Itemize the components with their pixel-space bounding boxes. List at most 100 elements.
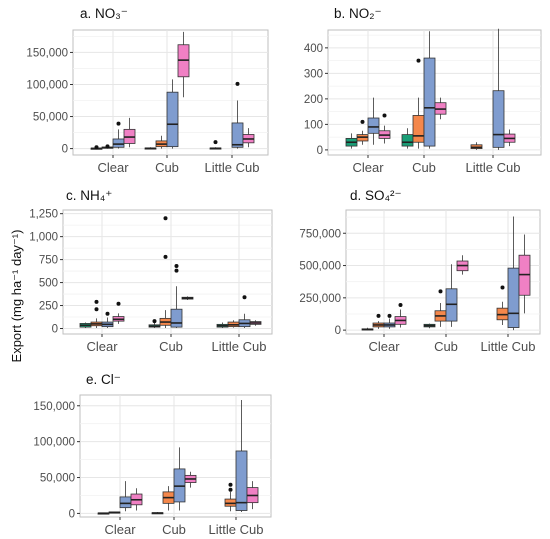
box-pink-cub (434, 97, 447, 120)
box-green-little-cub (209, 140, 222, 150)
y-tick-label: 200 (304, 94, 323, 106)
panel-c-ammonium: 0 250 500 750 1,000 1,250 Clear Cub Little Cub c.… (29, 188, 273, 354)
x-tick-label: Clear (104, 522, 136, 537)
y-tick-label: 100 (304, 119, 323, 131)
x-tick-label: Little Cub (205, 160, 260, 175)
x-tick-label: Cub (155, 160, 179, 175)
box-green-clear (97, 512, 110, 515)
box-green-clear (90, 145, 103, 150)
box-blue-cub (445, 264, 458, 327)
y-tick-label: 100,000 (26, 79, 68, 91)
x-tick-label: Little Cub (466, 160, 521, 175)
outlier-point (438, 289, 443, 294)
y-tick-label: 750 (39, 255, 58, 267)
box-body (166, 91, 179, 148)
plot-area (62, 209, 273, 335)
y-tick-label: 0 (335, 325, 341, 337)
box-blue-clear (367, 97, 380, 145)
box-green-cub (151, 511, 164, 515)
box-blue-little-cub (507, 216, 520, 331)
outlier-point (213, 140, 218, 145)
outlier-point (376, 313, 381, 318)
box-pink-clear (112, 301, 125, 324)
y-tick-label: 150,000 (33, 401, 75, 413)
box-pink-little-cub (242, 128, 255, 148)
y-tick-label: 400 (304, 43, 323, 55)
y-tick-label: 0 (69, 508, 75, 520)
box-orange-cub (159, 216, 172, 329)
box-body (507, 267, 520, 328)
panel-d-sulfate: 0 250,000 500,000 750,000 Clear Cub Little Cub… (299, 188, 541, 354)
box-blue-clear (112, 121, 125, 149)
box-pink-clear (394, 302, 407, 328)
box-body (170, 308, 183, 328)
box-green-clear (345, 133, 358, 149)
panel-title: c. NH₄⁺ (66, 188, 112, 203)
y-tick-label: 150,000 (26, 47, 68, 59)
y-tick-label: 250 (39, 301, 58, 313)
box-blue-clear (383, 313, 396, 329)
y-axis-label: Export (mg ha⁻¹ day⁻¹) (9, 230, 24, 363)
box-pink-little-cub (246, 481, 259, 510)
y-tick-label: 500,000 (299, 261, 341, 273)
box-pink-clear (123, 117, 136, 148)
outlier-point (360, 119, 365, 124)
outlier-point (116, 301, 121, 306)
box-body (492, 90, 505, 148)
outlier-point (398, 302, 403, 307)
outlier-point (152, 319, 157, 324)
panel-a-nitrate: 0 50,000 100,000 150,000 Clear Cub Little Cub a… (26, 6, 269, 175)
box-pink-little-cub (249, 320, 262, 326)
box-pink-clear (130, 488, 143, 511)
box-orange-clear (108, 511, 121, 514)
y-tick-label: 0 (62, 144, 68, 156)
outlier-point (382, 113, 387, 118)
box-green-clear (361, 327, 374, 331)
x-tick-label: Clear (352, 160, 384, 175)
box-blue-clear (119, 481, 132, 512)
box-body (231, 122, 244, 148)
outlier-point (387, 313, 392, 318)
y-tick-label: 300 (304, 68, 323, 80)
y-tick-label: 50,000 (40, 473, 75, 485)
box-blue-cub (170, 264, 183, 329)
x-tick-label: Clear (97, 160, 129, 175)
x-tick-label: Little Cub (481, 339, 536, 354)
box-blue-cub (166, 79, 179, 149)
y-tick-label: 0 (52, 323, 58, 335)
panel-e-chloride: 0 50,000 100,000 150,000 Clear Cub Little Cub e… (33, 372, 272, 537)
y-tick-label: 50,000 (33, 112, 68, 124)
box-body (412, 115, 425, 143)
box-pink-cub (181, 296, 194, 301)
y-tick-label: 1,000 (29, 232, 58, 244)
box-pink-little-cub (518, 234, 531, 314)
outlier-point (416, 58, 421, 63)
box-orange-clear (372, 313, 385, 329)
x-tick-label: Cub (434, 339, 458, 354)
box-pink-clear (378, 113, 391, 144)
outlier-point (94, 299, 99, 304)
outlier-point (163, 254, 168, 259)
outlier-point (94, 307, 99, 312)
x-tick-label: Little Cub (212, 339, 267, 354)
outlier-point (94, 145, 99, 150)
box-green-cub (423, 323, 436, 329)
y-tick-label: 500 (39, 278, 58, 290)
outlier-point (105, 144, 110, 149)
x-tick-label: Cub (412, 160, 436, 175)
panel-title: e. Cl⁻ (86, 372, 121, 387)
box-blue-little-cub (235, 400, 248, 512)
outlier-point (174, 268, 179, 273)
box-body (423, 57, 436, 147)
box-body (119, 496, 132, 509)
y-tick-label: 1,250 (29, 209, 58, 221)
y-tick-label: 0 (317, 145, 323, 157)
outlier-point (163, 216, 168, 221)
box-green-cub (148, 319, 161, 329)
outlier-point (500, 285, 505, 290)
box-pink-cub (177, 31, 190, 98)
box-body (401, 134, 414, 147)
outlier-point (174, 264, 179, 269)
box-body (367, 117, 380, 134)
